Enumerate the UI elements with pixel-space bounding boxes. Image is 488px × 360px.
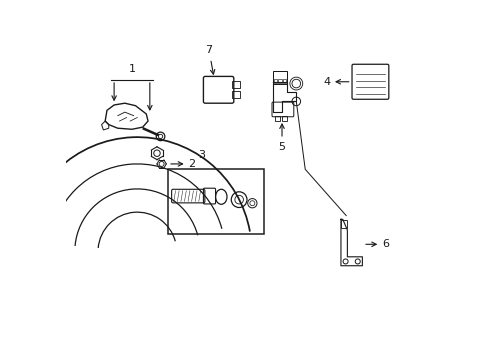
Bar: [231, 91, 240, 98]
Text: 5: 5: [278, 143, 285, 153]
Text: 6: 6: [381, 239, 388, 249]
Bar: [231, 81, 240, 88]
Bar: [282, 116, 287, 121]
Bar: [282, 79, 285, 83]
Bar: [274, 116, 280, 121]
Bar: [278, 79, 281, 83]
Text: 2: 2: [188, 159, 195, 169]
Bar: [167, 169, 264, 234]
Text: 7: 7: [205, 45, 212, 55]
Text: 3: 3: [198, 150, 204, 160]
Bar: [272, 71, 287, 84]
Text: 4: 4: [323, 77, 329, 87]
Bar: [274, 79, 277, 83]
Text: 1: 1: [128, 64, 135, 73]
Bar: [341, 220, 346, 228]
